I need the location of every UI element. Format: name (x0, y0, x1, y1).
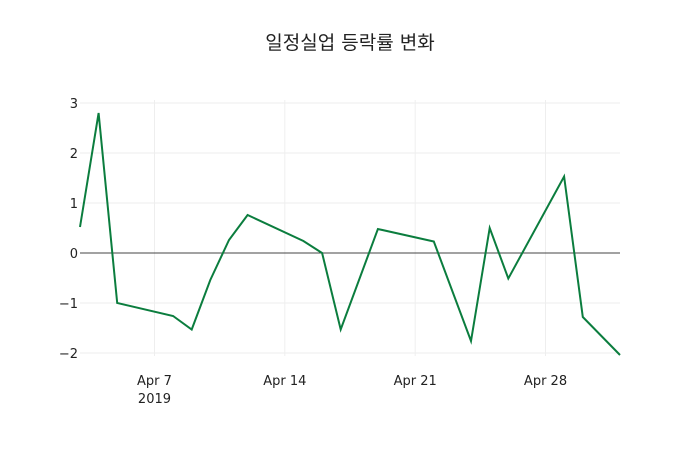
x-tick-label: Apr 14 (263, 374, 306, 389)
chart-title: 일정실업 등락률 변화 (265, 32, 434, 54)
x-tick-label: Apr 7 (137, 374, 172, 389)
x-tick-year-label: 2019 (138, 392, 171, 407)
y-tick-label: 1 (70, 197, 78, 212)
x-tick-label: Apr 28 (524, 374, 567, 389)
x-axis: Apr 7 2019 Apr 14 Apr 21 Apr 28 (137, 374, 567, 407)
y-tick-label: 3 (70, 97, 78, 112)
x-tick-label: Apr 21 (394, 374, 437, 389)
grid-lines (80, 100, 620, 356)
y-tick-label: 0 (70, 247, 78, 262)
plot-area[interactable] (79, 112, 621, 356)
y-tick-label: 2 (70, 147, 78, 162)
y-tick-label: −1 (59, 297, 78, 312)
series-line[interactable] (79, 112, 621, 356)
y-axis: 3 2 1 0 −1 −2 (59, 97, 78, 362)
y-tick-label: −2 (59, 347, 78, 362)
